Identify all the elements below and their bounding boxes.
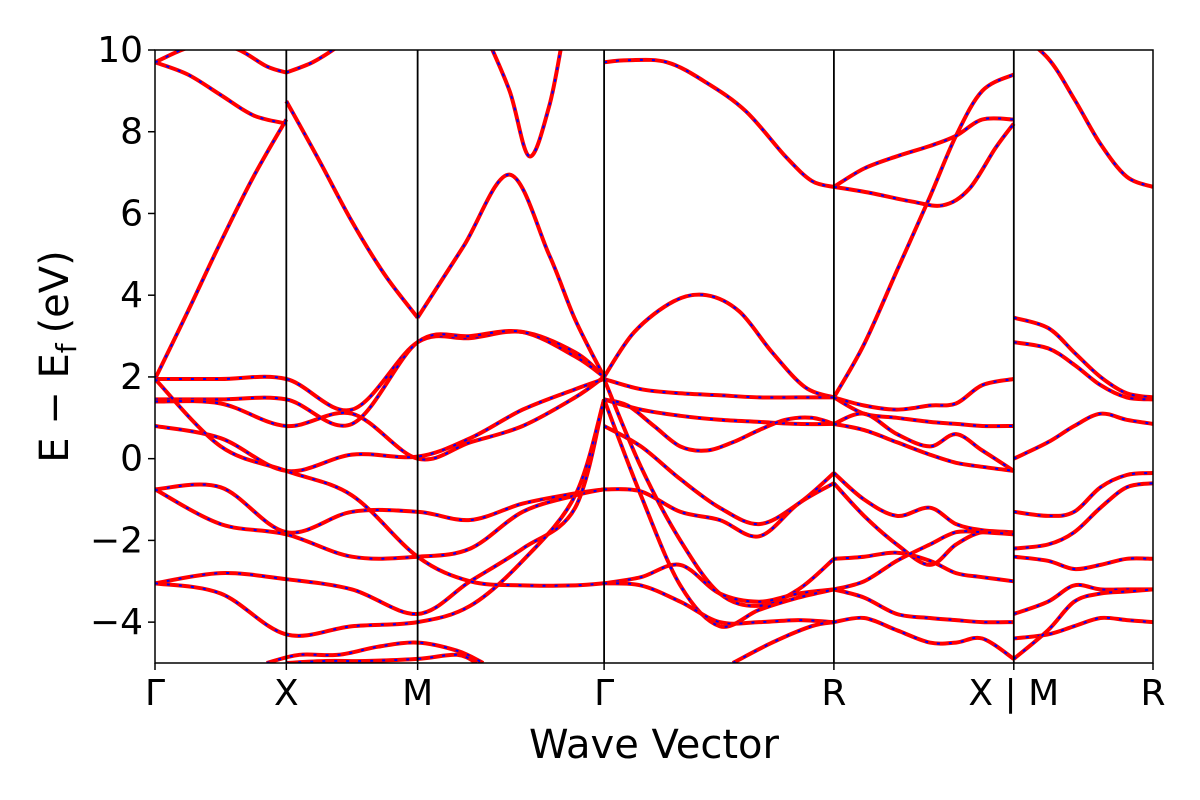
band-line-dashed-45 (1013, 472, 1153, 517)
y-axis-label-subscript: f (50, 342, 83, 353)
band-line-dashed-9 (833, 73, 1015, 398)
band-line-dashed-5 (285, 50, 335, 74)
band-line-8 (602, 292, 835, 400)
band-line-34 (833, 411, 1015, 473)
band-line-dashed-50 (1013, 588, 1153, 660)
y-axis-label-unit: (eV) (32, 250, 78, 333)
band-line-3 (155, 60, 287, 126)
x-tick-label-6: R (1140, 673, 1165, 714)
x-axis-label: Wave Vector (529, 722, 780, 768)
band-line-dashed-28 (603, 563, 835, 603)
band-line-dashed-51 (266, 641, 484, 663)
y-axis-ticks: −4 −2 0 2 4 6 8 10 (90, 30, 155, 643)
x-axis-ticks: Γ X M Γ R X | M R (145, 663, 1166, 714)
y-tick-label: 2 (120, 357, 143, 398)
band-line-dashed-0 (155, 118, 288, 380)
band-line-dashed-32 (833, 378, 1014, 411)
band-line-17 (155, 482, 605, 535)
band-line-40 (833, 615, 1015, 661)
band-line-25 (603, 424, 836, 527)
band-line-45 (1013, 471, 1153, 518)
band-line-dashed-10 (833, 117, 1014, 188)
x-tick-label-2: M (402, 673, 433, 714)
band-line-46 (1013, 481, 1153, 551)
band-line-dashed-14 (155, 329, 605, 427)
y-tick-label: −4 (90, 602, 143, 643)
band-line-5 (285, 50, 337, 75)
band-line-dashed-12 (1038, 50, 1153, 188)
y-tick-label: 6 (120, 193, 143, 234)
x-tick-label-4: R (821, 673, 846, 714)
band-line-16 (155, 377, 605, 474)
band-line-47 (1013, 554, 1153, 572)
plot-frame (154, 49, 1154, 664)
x-tick-label-3: Γ (594, 673, 614, 714)
band-line-dashed-3 (155, 61, 287, 125)
band-lines (155, 50, 1153, 663)
band-line-12 (1036, 50, 1153, 189)
band-line-4 (155, 50, 287, 75)
band-line-dashed-23 (603, 398, 834, 426)
band-line-10 (832, 116, 1014, 189)
band-line-31 (731, 620, 835, 663)
y-tick-label: 0 (120, 439, 143, 480)
high-symmetry-lines (285, 50, 1015, 663)
band-line-11 (833, 122, 1016, 208)
band-line-43 (1013, 340, 1153, 402)
band-line-0 (155, 118, 289, 380)
band-line-36 (832, 471, 1014, 535)
band-line-15 (155, 375, 606, 462)
band-line-44 (1012, 411, 1153, 461)
band-line-dashed-38 (833, 551, 1014, 583)
band-line-dashed-11 (833, 122, 1015, 207)
band-line-21 (155, 377, 605, 588)
band-line-1 (284, 100, 420, 319)
band-line-9 (832, 72, 1015, 399)
band-line-dashed-36 (833, 472, 1014, 534)
band-line-dashed-21 (155, 378, 605, 587)
band-line-dashed-7 (603, 58, 835, 188)
x-tick-label-0: Γ (145, 673, 165, 714)
band-line-dashed-2 (416, 173, 605, 378)
y-tick-label: 10 (97, 30, 143, 71)
band-line-41 (833, 529, 1014, 592)
band-line-52 (286, 652, 478, 663)
band-line-42 (1013, 315, 1153, 400)
band-line-29 (602, 398, 835, 629)
band-line-dashed-24 (603, 398, 835, 452)
y-tick-label: −2 (90, 520, 143, 561)
band-line-32 (833, 377, 1015, 412)
band-line-dashed-22 (603, 378, 834, 399)
y-axis-label: E − Ef (eV) (32, 250, 83, 463)
band-line-dashed-30 (604, 582, 834, 625)
y-tick-label: 4 (120, 275, 143, 316)
x-tick-label-1: X (274, 673, 299, 714)
y-axis-label-main: E − E (32, 353, 78, 463)
band-line-39 (833, 587, 1014, 625)
band-line-18 (155, 487, 605, 561)
band-line-dashed-42 (1013, 316, 1153, 399)
band-line-35 (833, 421, 1015, 473)
band-line-7 (603, 57, 835, 189)
y-tick-label: 8 (120, 112, 143, 153)
band-line-6 (490, 50, 563, 159)
x-tick-label-5: X | M (968, 673, 1059, 714)
